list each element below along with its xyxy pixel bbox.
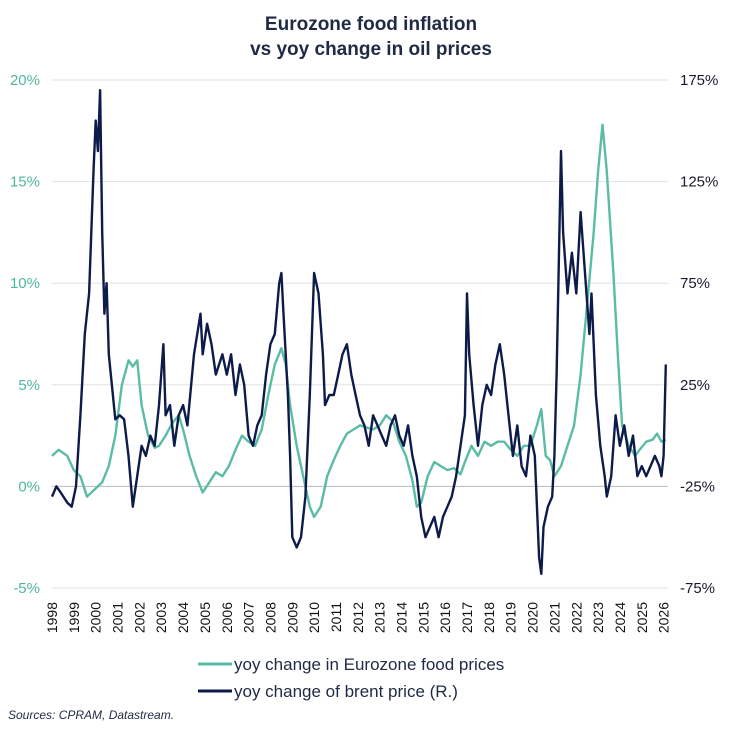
x-tick-label: 2024: [612, 602, 628, 633]
x-tick-label: 2021: [546, 602, 562, 633]
y-axis-left: -5% 0% 5% 10% 15% 20%: [10, 72, 40, 597]
y-right-tick-label: 75%: [680, 275, 710, 292]
y-left-tick-label: 20%: [10, 72, 40, 89]
y-left-tick-label: 10%: [10, 275, 40, 292]
gridlines: [52, 79, 668, 589]
x-tick-label: 2014: [394, 602, 410, 633]
legend: yoy change in Eurozone food prices yoy ch…: [198, 655, 504, 701]
x-tick-label: 2000: [88, 602, 104, 633]
brent-price-line: [50, 89, 667, 575]
y-right-tick-label: -25%: [680, 478, 715, 495]
x-tick-label: 2018: [481, 602, 497, 633]
x-tick-label: 2006: [219, 602, 235, 633]
y-right-tick-label: 25%: [680, 377, 710, 394]
source-note: Sources: CPRAM, Datastream.: [8, 708, 175, 722]
x-tick-label: 2015: [415, 602, 431, 633]
x-tick-label: 2026: [656, 602, 672, 633]
x-tick-label: 2016: [437, 602, 453, 633]
chart-title-line-1: Eurozone food inflation: [265, 14, 477, 35]
x-tick-label: 2012: [350, 602, 366, 633]
x-tick-label: 2019: [503, 602, 519, 633]
y-left-tick-label: 5%: [18, 377, 40, 394]
legend-label: yoy change of brent price (R.): [234, 682, 458, 701]
x-tick-label: 2010: [306, 602, 322, 633]
x-tick-label: 2022: [568, 602, 584, 633]
x-tick-label: 2017: [459, 602, 475, 633]
x-axis: 1998 1999 2000 2001 2002 2003 2004 2005 2006 2007…: [44, 602, 672, 633]
x-tick-label: 2001: [110, 602, 126, 633]
y-right-tick-label: 125%: [680, 174, 718, 191]
series-lines: [50, 89, 667, 575]
x-tick-label: 2009: [284, 602, 300, 633]
x-tick-label: 2002: [131, 602, 147, 633]
x-tick-label: 1999: [66, 602, 82, 633]
food-inflation-line: [51, 123, 667, 519]
y-left-tick-label: -5%: [13, 580, 40, 597]
y-axis-right: -75% -25% 25% 75% 125% 175%: [680, 72, 718, 597]
y-left-tick-label: 15%: [10, 174, 40, 191]
x-tick-label: 2023: [590, 602, 606, 633]
x-tick-label: 2013: [372, 602, 388, 633]
x-tick-label: 2005: [197, 602, 213, 633]
y-right-tick-label: 175%: [680, 72, 718, 89]
x-tick-label: 2011: [328, 602, 344, 632]
x-tick-label: 1998: [44, 602, 60, 633]
legend-label: yoy change in Eurozone food prices: [234, 655, 504, 674]
x-tick-label: 2003: [153, 602, 169, 633]
y-left-tick-label: 0%: [18, 478, 40, 495]
x-tick-label: 2008: [262, 602, 278, 633]
x-tick-label: 2004: [175, 602, 191, 633]
y-right-tick-label: -75%: [680, 580, 715, 597]
chart-title-line-2: vs yoy change in oil prices: [250, 39, 492, 60]
x-tick-label: 2020: [525, 602, 541, 633]
x-tick-label: 2025: [634, 602, 650, 633]
x-tick-label: 2007: [241, 602, 257, 633]
